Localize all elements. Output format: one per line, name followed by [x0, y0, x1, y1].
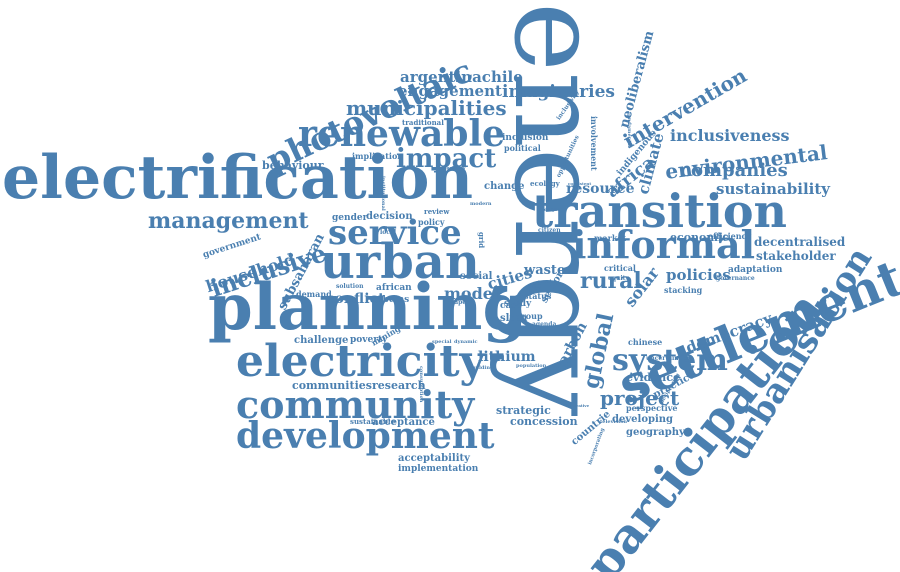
word-case: case	[500, 301, 523, 311]
word-evidence: evidence	[626, 371, 680, 384]
word-management: management	[148, 208, 309, 234]
word-governance: governance	[716, 275, 755, 282]
word-inclusion: inclusion	[502, 133, 549, 143]
word-perspective: perspective	[626, 403, 678, 413]
word-sustainable: sustainable	[350, 417, 396, 426]
word-developing: developing	[612, 414, 674, 425]
word-consumption: consumption	[418, 366, 424, 403]
word-special: special	[432, 339, 452, 345]
word-chinese: chinese	[628, 337, 663, 347]
word-grid: grid	[477, 232, 486, 249]
word-market: market	[594, 233, 627, 243]
word-paper: paper	[450, 299, 470, 306]
word-stakeholder: stakeholder	[756, 249, 836, 263]
word-electrification: electrification	[2, 143, 473, 213]
word-geography: geography	[626, 427, 685, 438]
word-concession: concession	[510, 415, 578, 428]
word-group: group	[516, 311, 543, 321]
word-lithium: lithium	[478, 349, 536, 365]
word-ecology: ecology	[530, 179, 560, 188]
word-study: study	[504, 299, 532, 309]
word-sustainability: sustainability	[716, 180, 830, 198]
word-solution: solution	[336, 283, 364, 290]
word-slum: slum	[500, 313, 528, 324]
word-urban: urban	[320, 234, 480, 290]
word-engagement: engagement	[398, 82, 502, 100]
word-project: project	[600, 386, 680, 410]
word-argentinachile: argentinachile	[400, 68, 523, 86]
word-transition: transition	[532, 184, 787, 238]
word-equity: equity	[608, 275, 629, 282]
word-behaviour: behaviour	[262, 159, 324, 172]
word-renewable: renewable	[298, 113, 506, 155]
word-communities: communities	[292, 379, 372, 392]
word-population: population	[516, 363, 547, 369]
word-african: african	[376, 283, 412, 293]
word-local: local	[380, 229, 397, 236]
word-implication: implication	[352, 151, 404, 161]
word-inclusiveness: inclusiveness	[670, 126, 790, 145]
word-conflict: conflict	[326, 291, 385, 307]
word-policies: policies	[666, 266, 731, 284]
word-informal: informal	[572, 222, 756, 267]
word-innovative: innovative	[566, 403, 590, 408]
word-development: development	[236, 415, 495, 457]
word-agenda: agenda	[532, 321, 557, 328]
word-social: social	[460, 271, 493, 282]
word-rural: rural	[580, 268, 642, 294]
word-acceptability: acceptability	[398, 453, 470, 464]
word-imaginaries: imaginaries	[502, 82, 615, 102]
word-model: model	[444, 284, 500, 303]
word-system: system	[612, 343, 728, 378]
word-acc: acc	[528, 281, 542, 290]
word-resource: resource	[566, 181, 635, 197]
word-policy: policy	[418, 217, 445, 227]
word-gender: gender	[332, 213, 368, 223]
word-efficiency: efficiency	[708, 231, 752, 241]
word-involvement: involvement	[589, 116, 599, 171]
word-critical: critical	[604, 263, 636, 273]
word-waste: waste	[524, 263, 566, 278]
word-poverty: poverty	[350, 335, 388, 345]
word-service: service	[328, 213, 462, 253]
word-television: television	[600, 419, 628, 425]
word-impact: impact	[396, 144, 497, 174]
word-municipalities: municipalities	[346, 96, 507, 120]
word-adaptation: adaptation	[728, 265, 783, 275]
word-demand: demand	[296, 289, 332, 299]
word-lifestyle: lifestyle	[538, 207, 561, 213]
word-institutional: institutional	[380, 176, 386, 211]
word-government: government	[201, 232, 263, 261]
word-implementation: implementation	[398, 464, 479, 474]
word-companies: companies	[680, 160, 788, 181]
word-political: political	[504, 143, 541, 153]
word-research: research	[372, 379, 426, 392]
word-acceptance: acceptance	[372, 417, 435, 428]
word-stacking: stacking	[664, 285, 703, 295]
word-change: change	[484, 181, 525, 192]
word-challenge: challenge	[294, 335, 349, 346]
word-planning: planning	[208, 270, 528, 345]
word-review: review	[424, 207, 450, 216]
word-decentralised: decentralised	[754, 235, 846, 249]
word-decision: decision	[366, 211, 413, 222]
word-strategic: strategic	[496, 404, 551, 417]
word-electricity: electricity	[236, 336, 486, 387]
word-regulatory: regulatory	[442, 165, 466, 170]
word-consistent: consistent	[568, 181, 592, 186]
word-community: community	[236, 382, 475, 427]
word-status: status	[524, 291, 552, 301]
word-citizen: citizen	[538, 227, 561, 234]
word-fundamental: fundamental	[626, 112, 632, 148]
word-traditional: traditional	[402, 118, 444, 127]
word-economic: economic	[670, 231, 729, 244]
word-modern: modern	[470, 201, 492, 207]
word-uncertainties: uncertainties	[646, 355, 691, 362]
word-need: need	[538, 279, 552, 285]
word-building: building	[470, 365, 494, 371]
word-ubems: ubems	[376, 295, 410, 305]
word-dynamic: dynamic	[454, 339, 478, 345]
